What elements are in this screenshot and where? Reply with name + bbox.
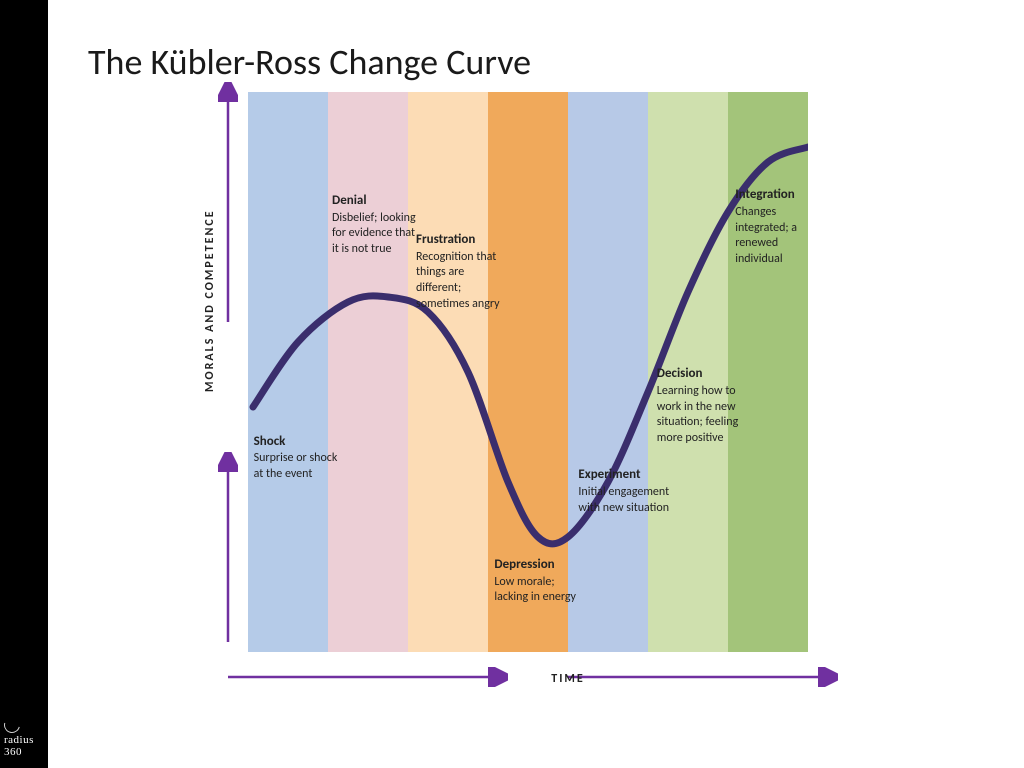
stage-label-depression: DepressionLow morale; lacking in energy xyxy=(494,557,586,606)
stage-desc: Initial engagement with new situation xyxy=(578,485,669,515)
stage-desc: Recognition that things are different; s… xyxy=(416,250,500,311)
stage-desc: Learning how to work in the new situatio… xyxy=(657,384,738,445)
stage-desc: Surprise or shock at the event xyxy=(254,451,338,481)
y-axis-label: MORALS AND COMPETENCE xyxy=(203,209,217,392)
brand-logo: radius 360 xyxy=(4,717,48,758)
stage-desc: Changes integrated; a renewed individual xyxy=(735,205,797,266)
stage-label-shock: ShockSurprise or shock at the event xyxy=(254,434,346,483)
stage-title: Denial xyxy=(332,193,424,210)
stage-title: Integration xyxy=(735,187,827,204)
stage-title: Shock xyxy=(254,434,346,451)
stage-title: Decision xyxy=(657,366,749,383)
stage-desc: Disbelief; looking for evidence that it … xyxy=(332,211,416,256)
stage-title: Depression xyxy=(494,557,586,574)
stage-title: Experiment xyxy=(578,467,670,484)
change-curve-chart: MORALS AND COMPETENCE ShockSurprise or s… xyxy=(248,92,888,712)
x-axis-label: TIME xyxy=(551,672,584,686)
stage-desc: Low morale; lacking in energy xyxy=(494,575,576,605)
left-black-bar: radius 360 xyxy=(0,0,48,768)
stage-title: Frustration xyxy=(416,232,508,249)
page-title: The Kübler-Ross Change Curve xyxy=(88,40,984,84)
stage-labels: ShockSurprise or shock at the event Denia… xyxy=(248,92,808,652)
stage-label-denial: DenialDisbelief; looking for evidence th… xyxy=(332,193,424,258)
slide-content: The Kübler-Ross Change Curve MORALS AND … xyxy=(48,0,1024,768)
stage-label-integration: IntegrationChanges integrated; a renewed… xyxy=(735,187,827,267)
x-axis-arrow xyxy=(218,667,838,687)
stage-label-frustration: FrustrationRecognition that things are d… xyxy=(416,232,508,312)
stage-label-decision: DecisionLearning how to work in the new … xyxy=(657,366,749,446)
stage-label-experiment: ExperimentInitial engagement with new si… xyxy=(578,467,670,516)
y-axis-arrow xyxy=(218,82,238,662)
